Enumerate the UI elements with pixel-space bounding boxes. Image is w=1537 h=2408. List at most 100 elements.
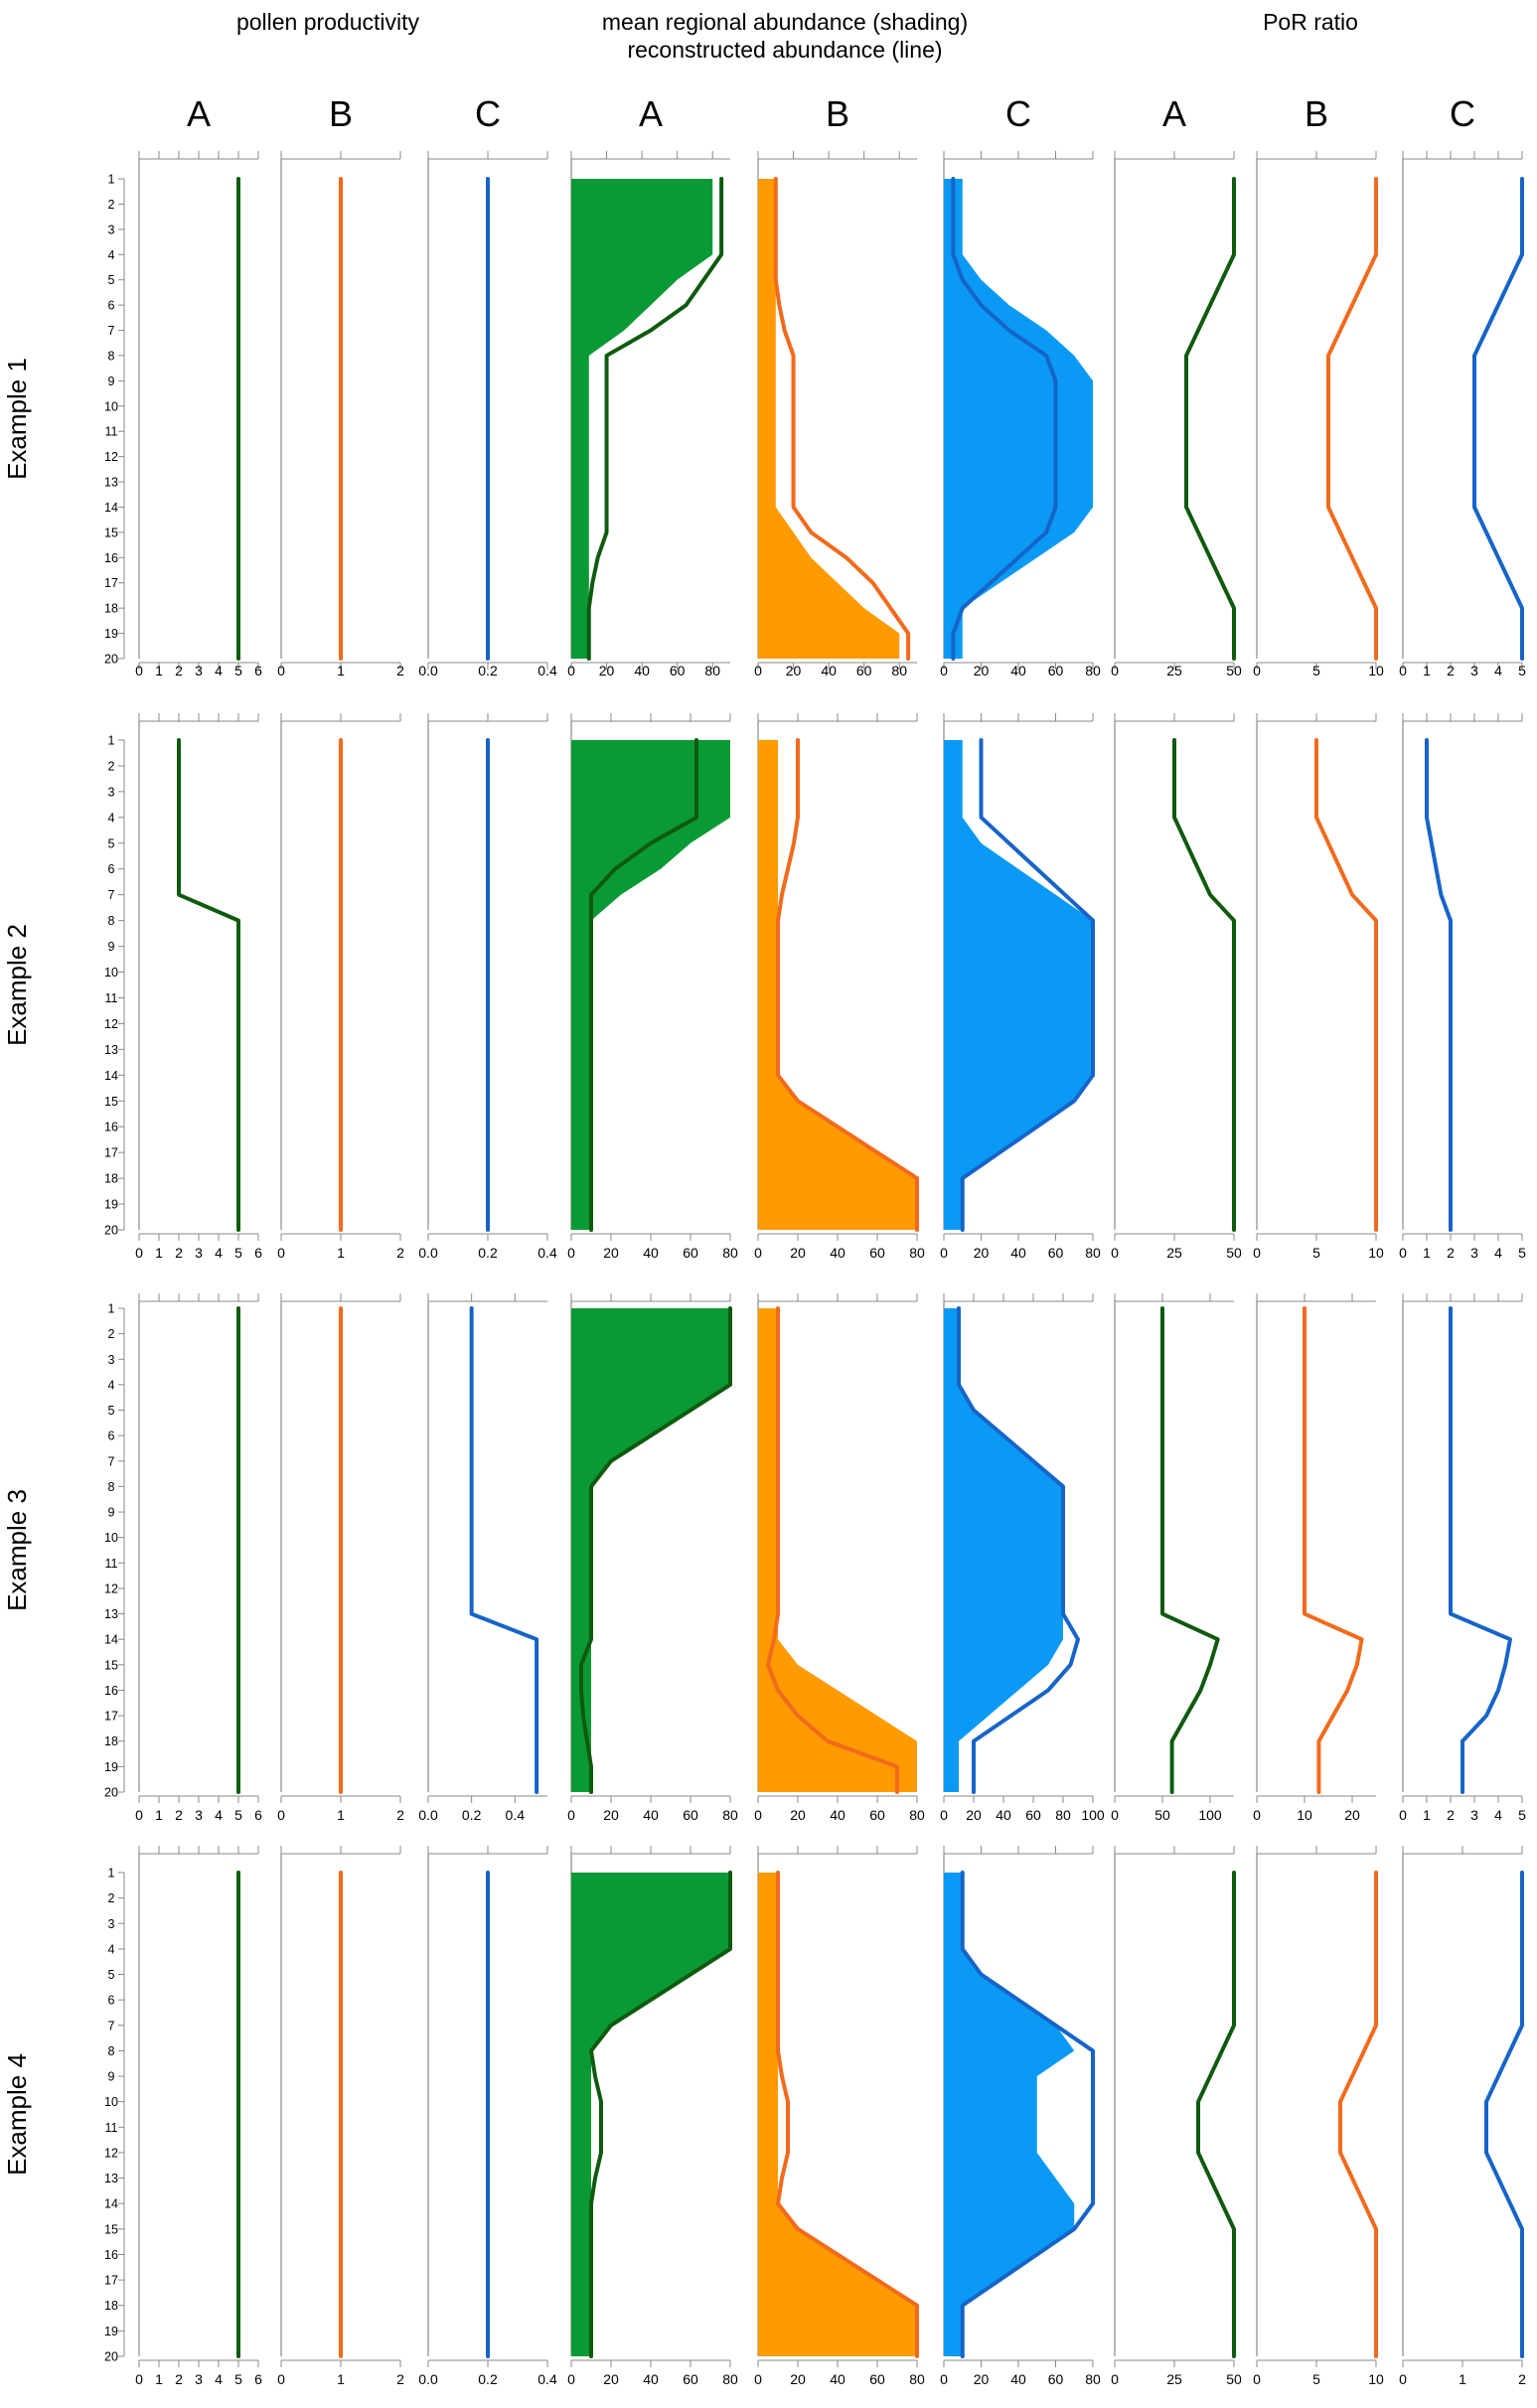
depth-tick-label: 5 [108, 836, 115, 850]
depth-tick-label: 15 [104, 526, 118, 539]
depth-tick-label: 10 [104, 2095, 118, 2109]
x-tick-label: 0.4 [506, 1807, 526, 1823]
reconstructed-abundance-line [586, 177, 724, 661]
mean-abundance-shading [944, 740, 1093, 1230]
x-tick-label: 10 [1368, 663, 1384, 678]
x-tick-label: 40 [830, 2371, 845, 2387]
panel-por-A: 0 25 50 [1111, 1846, 1242, 2387]
depth-tick-label: 20 [104, 1786, 118, 1800]
x-tick-label: 4 [1494, 1245, 1502, 1261]
x-tick-label: 40 [634, 663, 650, 678]
x-tick-label: 0 [1253, 663, 1261, 678]
depth-tick-label: 9 [108, 375, 115, 388]
x-tick-label: 10 [1297, 1807, 1312, 1823]
depth-tick-label: 19 [104, 1760, 118, 1774]
x-tick-label: 0 [135, 1245, 143, 1261]
x-tick-label: 10 [1368, 2371, 1384, 2387]
x-tick-label: 80 [1085, 663, 1101, 678]
depth-tick-label: 6 [108, 1430, 115, 1443]
x-tick-label: 5 [234, 1807, 242, 1823]
x-tick-label: 80 [909, 2371, 925, 2387]
x-tick-label: 0 [940, 2371, 948, 2387]
por-ratio-line [1172, 738, 1236, 1232]
x-tick-label: 3 [195, 663, 203, 678]
x-tick-label: 0 [1399, 663, 1407, 678]
x-tick-label: 60 [869, 1807, 885, 1823]
x-tick-label: 60 [683, 1245, 698, 1261]
depth-tick-label: 9 [108, 2070, 115, 2084]
x-tick-label: 0 [1111, 2371, 1119, 2387]
x-tick-label: 0.0 [418, 663, 438, 678]
x-tick-label: 0 [277, 2371, 285, 2387]
por-ratio-line [1314, 738, 1378, 1232]
panel-abund-C: 0 20 40 60 80 [940, 151, 1101, 678]
x-tick-label: 2 [1447, 1245, 1455, 1261]
depth-tick-label: 7 [108, 1454, 115, 1468]
x-tick-label: 2 [1447, 1807, 1455, 1823]
depth-tick-label: 3 [108, 223, 115, 236]
x-tick-label: 2 [396, 663, 404, 678]
x-tick-label: 6 [254, 663, 262, 678]
por-ratio-line [1425, 738, 1453, 1232]
x-tick-label: 2 [1447, 663, 1455, 678]
depth-tick-label: 14 [104, 501, 118, 515]
x-tick-label: 20 [974, 663, 990, 678]
depth-tick-label: 3 [108, 785, 115, 799]
x-tick-label: 0 [754, 2371, 762, 2387]
x-tick-label: 80 [1085, 1245, 1101, 1261]
depth-tick-label: 17 [104, 576, 118, 590]
x-tick-label: 0.0 [418, 1245, 438, 1261]
x-tick-label: 4 [215, 1245, 223, 1261]
x-tick-label: 50 [1226, 663, 1242, 678]
x-tick-label: 20 [790, 2371, 806, 2387]
x-tick-label: 40 [643, 2371, 659, 2387]
pollen-productivity-line [469, 1306, 539, 1794]
reconstructed-abundance-line [773, 177, 911, 661]
x-tick-label: 6 [254, 1245, 262, 1261]
x-tick-label: 60 [1048, 2371, 1064, 2387]
panel-abund-C: 0 20 40 60 80 [940, 1846, 1101, 2387]
panel-abund-A: 0 20 40 60 80 [567, 1293, 738, 1823]
depth-tick-label: 2 [108, 759, 115, 773]
mean-abundance-shading [758, 1308, 917, 1792]
depth-tick-label: 20 [104, 1224, 118, 1238]
x-tick-label: 80 [704, 663, 720, 678]
panel-por-C: 0 1 2 [1399, 1846, 1526, 2387]
x-tick-label: 40 [1010, 663, 1026, 678]
x-tick-label: 5 [1312, 2371, 1320, 2387]
depth-tick-label: 8 [108, 349, 115, 363]
x-tick-label: 80 [722, 1807, 738, 1823]
x-tick-label: 60 [869, 1245, 885, 1261]
column-letter-2: B [329, 93, 353, 134]
x-tick-label: 50 [1154, 1807, 1170, 1823]
x-tick-label: 2 [396, 1807, 404, 1823]
x-tick-label: 50 [1226, 1245, 1242, 1261]
por-ratio-line [1449, 1306, 1512, 1794]
x-tick-label: 0 [940, 1807, 948, 1823]
column-letter-1: A [187, 93, 211, 134]
x-tick-label: 40 [830, 1245, 845, 1261]
x-tick-label: 0 [1253, 1245, 1261, 1261]
panel-por-A: 0 25 50 [1111, 713, 1242, 1261]
depth-tick-label: 8 [108, 1480, 115, 1494]
x-tick-label: 80 [1085, 2371, 1101, 2387]
x-tick-label: 0.4 [538, 1245, 557, 1261]
x-tick-label: 0 [1399, 1245, 1407, 1261]
header-pollen-productivity: pollen productivity [236, 9, 420, 35]
depth-tick-label: 16 [104, 1684, 118, 1698]
x-tick-label: 4 [1494, 1807, 1502, 1823]
depth-tick-label: 2 [108, 1327, 115, 1341]
x-tick-label: 1 [1423, 663, 1431, 678]
x-tick-label: 0 [1253, 2371, 1261, 2387]
reconstructed-abundance-line [960, 738, 1095, 1232]
panel-abund-A: 0 20 40 60 80 [567, 713, 738, 1261]
por-ratio-line [1184, 177, 1236, 661]
reconstructed-abundance-line [957, 1306, 1080, 1794]
x-tick-label: 40 [1010, 1245, 1026, 1261]
depth-tick-label: 14 [104, 1069, 118, 1083]
x-tick-label: 0 [754, 1807, 762, 1823]
x-tick-label: 0 [940, 1245, 948, 1261]
